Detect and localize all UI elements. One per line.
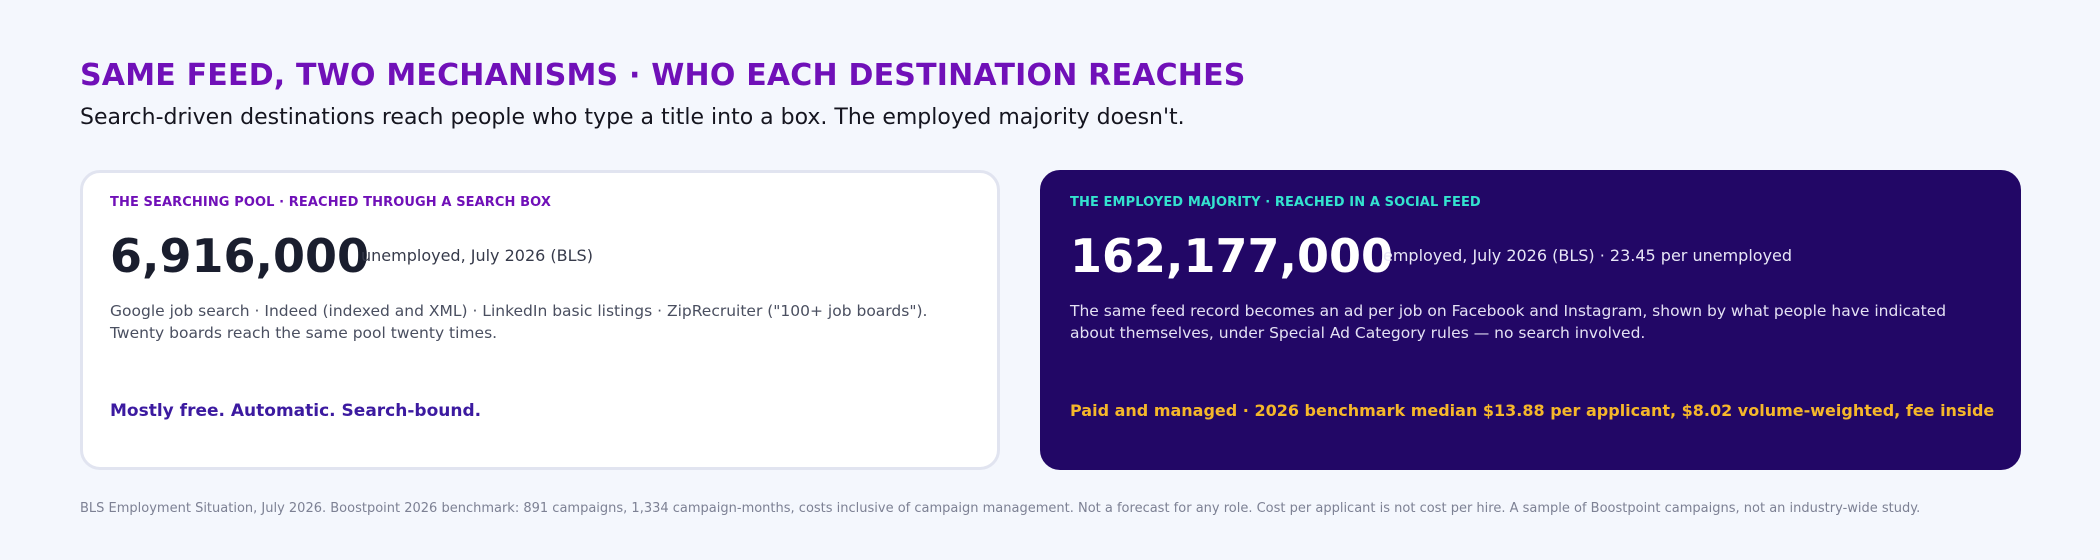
employed-majority-card: THE EMPLOYED MAJORITY · REACHED IN A SOC… <box>1040 170 2021 470</box>
card-eyebrow: THE EMPLOYED MAJORITY · REACHED IN A SOC… <box>1070 195 1481 210</box>
card-body: Google job search · Indeed (indexed and … <box>110 302 928 342</box>
unemployed-note: unemployed, July 2026 (BLS) <box>361 246 593 265</box>
card-footer: Mostly free. Automatic. Search-bound. <box>110 401 482 421</box>
unemployed-count: 6,916,000 <box>110 229 369 283</box>
source-note: BLS Employment Situation, July 2026. Boo… <box>80 501 1921 516</box>
page-subtitle: Search-driven destinations reach people … <box>80 105 1185 130</box>
card-footer: Paid and managed · 2026 benchmark median… <box>1070 401 1995 420</box>
page-title: SAME FEED, TWO MECHANISMS · WHO EACH DES… <box>80 58 1246 93</box>
employed-note: employed, July 2026 (BLS) · 23.45 per un… <box>1383 246 1793 265</box>
searching-pool-card: THE SEARCHING POOL · REACHED THROUGH A S… <box>80 170 1000 470</box>
employed-count: 162,177,000 <box>1070 229 1394 283</box>
card-body: The same feed record becomes an ad per j… <box>1070 302 1947 342</box>
card-eyebrow: THE SEARCHING POOL · REACHED THROUGH A S… <box>110 195 551 210</box>
